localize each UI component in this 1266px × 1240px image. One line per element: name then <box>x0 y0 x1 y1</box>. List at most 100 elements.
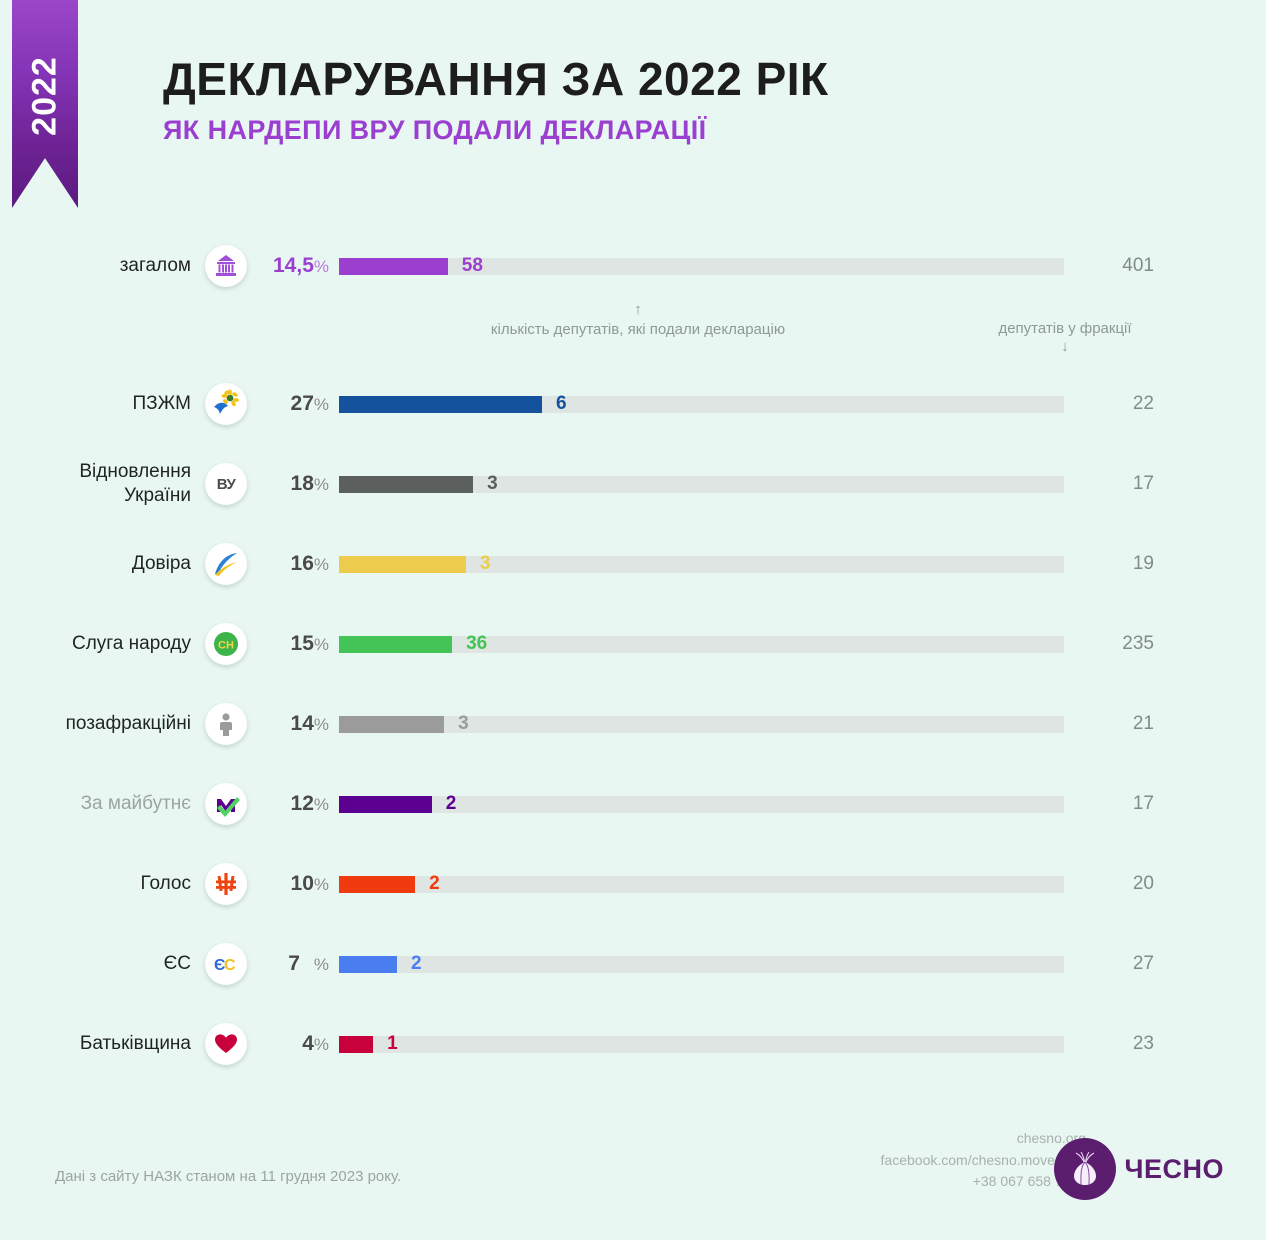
header: ДЕКЛАРУВАННЯ ЗА 2022 РІК ЯК НАРДЕПИ ВРУ … <box>163 55 829 146</box>
percent-sign: % <box>313 715 329 734</box>
garlic-icon <box>1053 1138 1116 1200</box>
bar-value-label: 2 <box>445 793 457 814</box>
table-row: За майбутнє 12% 2 17 <box>0 774 1266 834</box>
bar-track: 3 <box>339 553 1064 574</box>
row-percent: 27% <box>247 392 339 416</box>
person-icon <box>205 703 247 745</box>
footer: Дані з сайту НАЗК станом на 11 грудня 20… <box>0 1120 1266 1210</box>
svg-text:Є: Є <box>214 957 225 974</box>
row-total: 22 <box>1132 393 1154 414</box>
row-total: 17 <box>1132 793 1154 814</box>
sunflower-bird-icon <box>205 383 247 425</box>
bar-fill <box>339 257 448 275</box>
bar-value-label: 3 <box>479 553 491 574</box>
row-percent: 16% <box>247 552 339 576</box>
bar-fill <box>339 475 474 493</box>
bar-value-label: 3 <box>487 473 498 494</box>
percent-sign: % <box>313 475 329 494</box>
page-subtitle: ЯК НАРДЕПИ ВРУ ПОДАЛИ ДЕКЛАРАЦІЇ <box>163 115 707 146</box>
row-total: 17 <box>1132 473 1154 494</box>
bar-track: 2 <box>339 793 1064 814</box>
percent-sign: % <box>313 257 329 276</box>
table-row: Довіра 16% 3 19 <box>0 534 1266 594</box>
row-label: ЄС <box>163 953 191 975</box>
table-row: ПЗЖМ 27% <box>0 374 1266 434</box>
bar-track: 58 <box>339 255 1064 276</box>
bar-value-label: 6 <box>556 393 567 414</box>
source-note: Дані з сайту НАЗК станом на 11 грудня 20… <box>55 1168 402 1185</box>
percent-sign: % <box>313 635 329 654</box>
table-row: Голос 10% 2 20 <box>0 854 1266 914</box>
row-total: 19 <box>1132 553 1154 574</box>
bar-track: 2 <box>339 873 1064 894</box>
row-total: 21 <box>1132 713 1154 734</box>
bar-fill <box>339 1035 374 1053</box>
facebook-link[interactable]: facebook.com/chesno.movement <box>880 1151 1086 1168</box>
row-percent: 4% <box>247 1032 339 1056</box>
row-label: загалом <box>119 255 191 277</box>
svg-text:СН: СН <box>218 640 234 652</box>
percent-sign: % <box>313 395 329 414</box>
bar-fill <box>339 395 542 413</box>
heart-icon <box>205 1023 247 1065</box>
table-row: Слуга народу СН 15% 36 235 <box>0 614 1266 674</box>
row-percent-value: 10 <box>290 872 314 895</box>
m-check-icon <box>205 783 247 825</box>
bar-fill <box>339 955 397 973</box>
bar-value-label: 36 <box>466 633 488 654</box>
row-total: 401 <box>1122 255 1154 276</box>
bar-fill <box>339 635 453 653</box>
arrow-up-icon: ↑ <box>634 301 642 318</box>
row-percent-value: 4 <box>302 1032 314 1055</box>
row-total: 20 <box>1132 873 1154 894</box>
blue-yellow-swoosh-icon <box>205 543 247 585</box>
row-total: 23 <box>1132 1033 1154 1054</box>
annotation-submitted-text: кількість депутатів, які подали декларац… <box>490 320 786 338</box>
table-row: ЄС Є С 7% 2 27 <box>0 934 1266 994</box>
annotation-faction-size: депутатів у фракції ↓ <box>930 318 1200 356</box>
table-row: загалом 14,5% 58 401 <box>0 236 1266 296</box>
arrow-down-icon: ↓ <box>1061 338 1069 355</box>
row-percent: 18% <box>247 472 339 496</box>
chesno-logo: ЧЕСНО <box>1053 1138 1224 1200</box>
bar-value-label: 58 <box>461 255 483 276</box>
row-percent: 12% <box>247 792 339 816</box>
row-percent: 15% <box>247 632 339 656</box>
ribbon-year-label: 2022 <box>25 55 64 136</box>
bar-value-label: 2 <box>429 873 440 894</box>
svg-text:С: С <box>224 957 236 974</box>
row-label: За майбутнє <box>80 793 191 815</box>
orange-trident-icon <box>205 863 247 905</box>
chesno-wordmark: ЧЕСНО <box>1124 1153 1224 1184</box>
annotation-faction-size-text: депутатів у фракції <box>998 320 1132 337</box>
vu-badge-icon: ВУ <box>205 463 247 505</box>
row-percent: 10% <box>247 872 339 896</box>
bar-track: 3 <box>339 713 1064 734</box>
bar-value-label: 3 <box>458 713 469 734</box>
bar-fill <box>339 875 416 893</box>
percent-sign: % <box>313 955 329 974</box>
row-percent-value: 15 <box>290 632 314 655</box>
row-label: Батьківщина <box>79 1033 191 1055</box>
bar-track: 3 <box>339 473 1064 494</box>
row-percent: 14% <box>247 712 339 736</box>
bar-track: 1 <box>339 1033 1064 1054</box>
row-percent-value: 18 <box>290 472 314 495</box>
annotation-submitted: ↑ кількість депутатів, які подали деклар… <box>428 301 848 340</box>
table-row: Відновлення України ВУ 18% 3 17 <box>0 454 1266 514</box>
parliament-icon <box>205 245 247 287</box>
row-percent: 7% <box>247 952 339 976</box>
percent-sign: % <box>313 555 329 574</box>
bar-value-label: 1 <box>387 1033 398 1054</box>
es-icon: Є С <box>205 943 247 985</box>
bar-track: 36 <box>339 633 1064 654</box>
percent-sign: % <box>313 795 329 814</box>
bar-fill <box>339 555 466 573</box>
row-label: ПЗЖМ <box>132 393 191 415</box>
row-total: 27 <box>1132 953 1154 974</box>
row-percent-value: 7 <box>288 952 300 975</box>
bar-chart: загалом 14,5% 58 401 ↑ кількість депутат… <box>0 236 1266 1074</box>
table-row: Батьківщина 4% 1 23 <box>0 1014 1266 1074</box>
page-title: ДЕКЛАРУВАННЯ ЗА 2022 РІК <box>163 53 829 105</box>
row-percent-value: 14,5 <box>273 254 314 277</box>
